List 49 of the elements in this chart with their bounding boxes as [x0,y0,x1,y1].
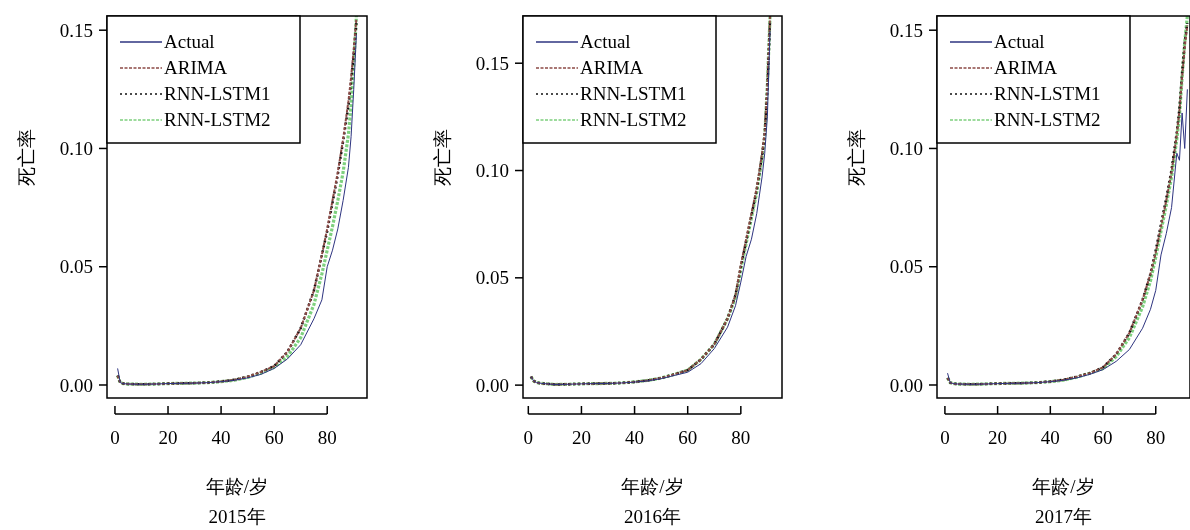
y-tick-label: 0.05 [475,267,509,289]
x-tick-label: 60 [1093,427,1113,448]
x-tick-label: 20 [158,427,178,448]
x-tick-label: 60 [264,427,284,448]
y-tick-label: 0.10 [889,138,923,160]
x-axis-title: 年龄/岁 [621,476,684,497]
x-tick-label: 0 [940,427,950,448]
x-tick-label: 60 [678,427,698,448]
legend-label: RNN-LSTM1 [164,83,271,104]
y-tick-label: 0.10 [59,138,93,160]
legend-label: RNN-LSTM1 [994,83,1101,104]
legend-label: RNN-LSTM2 [580,109,687,130]
x-tick-label: 20 [988,427,1008,448]
x-tick-label: 80 [731,427,751,448]
x-tick-label: 20 [571,427,591,448]
y-tick-label: 0.10 [475,160,509,182]
text: 2016年 [624,506,681,527]
x-tick-label: 80 [1146,427,1166,448]
legend-label: ARIMA [580,57,644,78]
y-axis-title: 死亡率 [16,128,37,186]
x-axis-title: 年龄/岁 [1032,476,1095,497]
legend-label: RNN-LSTM2 [994,109,1101,130]
legend-label: RNN-LSTM2 [164,109,271,130]
x-tick-label: 40 [211,427,231,448]
y-tick-label: 0.00 [889,374,923,396]
y-tick-label: 0.05 [889,256,923,278]
x-tick-label: 80 [317,427,337,448]
x-tick-label: 0 [110,427,120,448]
text: 2015年 [208,506,266,527]
x-tick-label: 40 [1040,427,1060,448]
y-tick-label: 0.15 [59,19,93,41]
legend-label: RNN-LSTM1 [580,83,687,104]
legend-label: Actual [994,31,1045,52]
x-tick-label: 0 [523,427,534,448]
text: 2017年 [1035,506,1092,527]
y-tick-label: 0.05 [59,256,93,278]
y-tick-label: 0.00 [59,374,93,396]
y-tick-label: 0.15 [889,19,923,41]
x-axis-title: 年龄/岁 [205,476,269,497]
y-axis-title: 死亡率 [846,128,867,186]
x-tick-label: 40 [625,427,645,448]
legend-label: ARIMA [994,57,1058,78]
y-axis-title: 死亡率 [432,128,453,186]
legend-label: Actual [164,31,215,52]
legend-label: Actual [580,31,631,52]
legend-label: ARIMA [164,57,228,78]
line-series [947,88,1188,385]
y-tick-label: 0.15 [475,52,509,74]
y-tick-label: 0.00 [475,374,509,396]
